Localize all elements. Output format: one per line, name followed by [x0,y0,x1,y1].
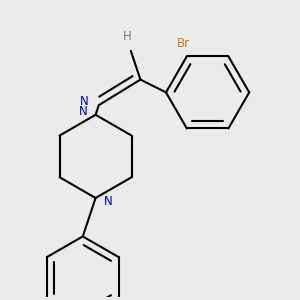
Text: N: N [80,95,89,109]
Text: H: H [123,30,132,43]
Text: N: N [79,105,88,118]
Text: N: N [103,195,112,208]
Text: Br: Br [177,37,190,50]
